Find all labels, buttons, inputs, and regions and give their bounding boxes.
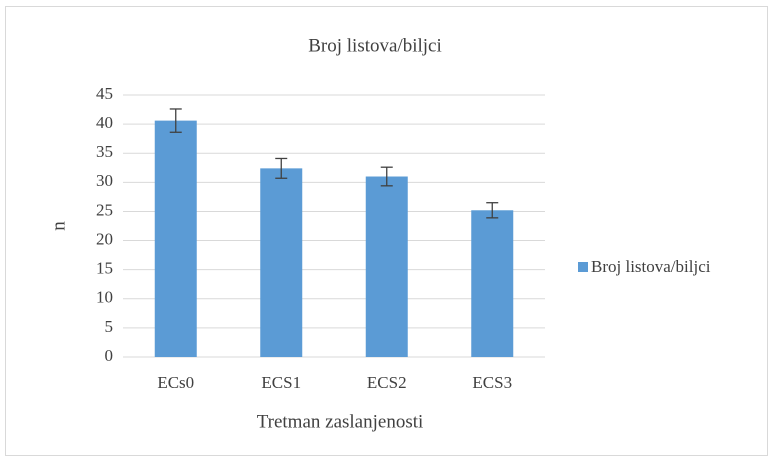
y-tick-label: 35	[96, 142, 113, 161]
error-bar	[169, 108, 182, 133]
y-tick-label: 5	[105, 317, 114, 336]
bar	[260, 168, 303, 357]
y-tick-label: 20	[96, 229, 113, 248]
x-tick-label: ECS2	[367, 373, 407, 392]
error-bar	[275, 157, 288, 179]
x-axis-label: Tretman zaslanjenosti	[257, 411, 424, 432]
chart-title: Broj listova/biljci	[308, 35, 442, 56]
y-tick-label: 25	[96, 200, 113, 219]
y-tick-label: 45	[96, 84, 113, 103]
y-tick-label: 15	[96, 259, 113, 278]
x-tick-label: ECS3	[472, 373, 512, 392]
x-tick-label: ECS1	[261, 373, 301, 392]
error-bar	[380, 166, 393, 187]
y-axis-label: n	[48, 221, 69, 231]
x-tick-label: ECs0	[157, 373, 194, 392]
bar	[471, 210, 514, 357]
legend-swatch	[578, 262, 588, 272]
y-tick-label: 30	[96, 171, 113, 190]
y-tick-label: 0	[105, 346, 114, 365]
y-tick-label: 10	[96, 288, 113, 307]
bar	[365, 176, 408, 357]
legend-label: Broj listova/biljci	[591, 257, 711, 276]
y-tick-label: 40	[96, 113, 113, 132]
bar	[154, 120, 197, 358]
error-bar	[486, 202, 499, 219]
